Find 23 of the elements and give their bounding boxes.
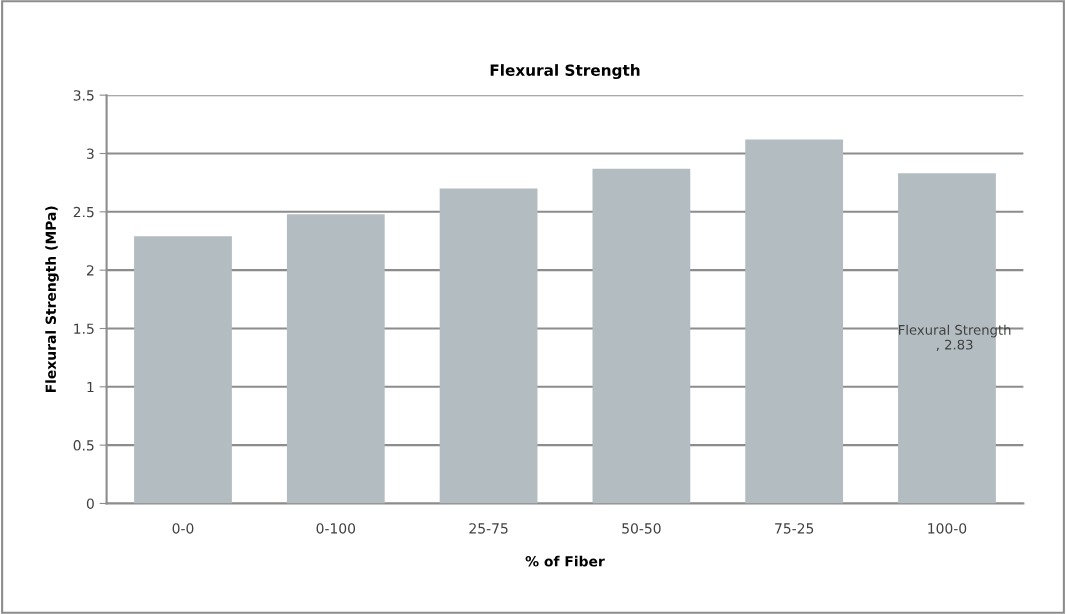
- bar: [439, 188, 538, 504]
- y-axis-title: Flexural Strength (MPa): [45, 206, 59, 393]
- bar: [745, 139, 844, 504]
- x-tick-label: 50-50: [622, 523, 661, 534]
- y-tick-label: 3: [87, 148, 94, 159]
- x-tick-label: 25-75: [469, 523, 508, 534]
- bar: [286, 214, 385, 504]
- x-tick-label: 0-100: [316, 523, 356, 534]
- y-tick-label: 0.5: [73, 440, 94, 451]
- x-tick-label: 75-25: [775, 523, 814, 534]
- x-tick-label: 0-0: [172, 523, 194, 534]
- y-tick-label: 1: [87, 381, 94, 393]
- y-tick-label: 0: [86, 498, 94, 509]
- chart-title: Flexural Strength: [490, 64, 640, 80]
- x-tick-label: 100-0: [928, 523, 967, 534]
- y-tick-label: 3.5: [73, 90, 94, 101]
- y-tick-label: 2.5: [73, 206, 94, 218]
- bar: [592, 168, 691, 504]
- data-label: Flexural Strength , 2.83: [899, 324, 1011, 351]
- bar: [134, 236, 232, 504]
- x-axis-title: % of Fiber: [525, 555, 605, 567]
- y-tick-label: 1.5: [74, 323, 94, 334]
- y-tick-label: 2: [86, 265, 94, 276]
